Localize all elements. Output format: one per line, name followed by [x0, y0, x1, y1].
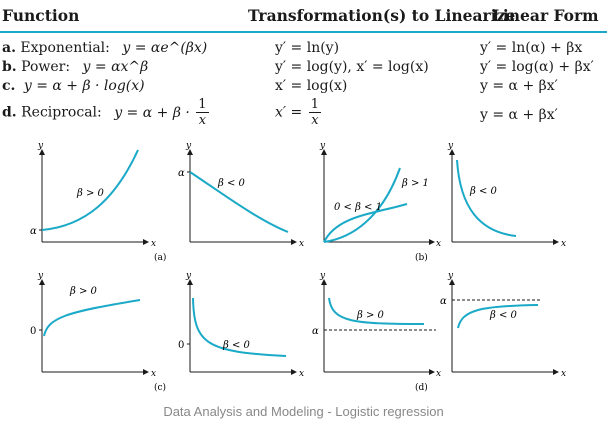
row-d-linear: y = α + βx′	[480, 107, 558, 123]
row-b-formula: y = αx^β	[82, 59, 149, 75]
y-axis-label: y	[185, 271, 192, 281]
x-axis-label: x	[436, 369, 441, 379]
row-b-function: b. Power: y = αx^β	[2, 59, 148, 75]
y-tick-alpha: α	[178, 168, 185, 179]
beta-label: β > 0	[76, 188, 105, 199]
row-c-function: c. y = α + β · log(x)	[2, 78, 145, 94]
panel-b-power-positive: y x β > 1 0 < β < 1	[319, 141, 441, 249]
log-decreasing-curve	[192, 297, 287, 357]
row-d-letter: d.	[2, 104, 17, 121]
panel-c-log-increasing: y x 0 β > 0	[30, 271, 156, 379]
row-d-formula-prefix: y = α + β ·	[114, 104, 190, 121]
row-d-transform-prefix: x′ =	[275, 104, 303, 121]
x-axis-label: x	[561, 239, 566, 249]
x-axis-label: x	[436, 239, 441, 249]
y-axis-label: y	[447, 141, 454, 151]
row-a-formula: y = αe^(βx)	[122, 40, 208, 56]
row-d-transform-num: 1	[308, 97, 321, 113]
exponential-growth-curve	[41, 149, 139, 231]
log-increasing-curve	[43, 299, 141, 337]
reciprocal-negative-curve	[457, 304, 539, 329]
x-axis-label: x	[299, 239, 304, 249]
row-b-name: Power:	[21, 59, 71, 75]
panel-a-decay: y x α β < 0 (a)	[154, 141, 304, 263]
row-b-transform: y′ = log(y), x′ = log(x)	[275, 59, 429, 75]
header-rule	[0, 31, 607, 33]
beta-label: β < 0	[217, 178, 246, 189]
y-tick-zero: 0	[30, 326, 36, 337]
beta-label: β < 0	[489, 310, 518, 321]
exponential-decay-curve	[189, 171, 289, 233]
row-b-letter: b.	[2, 59, 17, 75]
header-linear-form: Linear Form	[492, 6, 599, 25]
x-axis-label: x	[151, 239, 156, 249]
row-a-name: Exponential:	[20, 40, 110, 56]
panel-a-growth: y x α β > 0	[30, 141, 156, 249]
y-axis-label: y	[319, 141, 326, 151]
y-tick-alpha: α	[312, 326, 319, 337]
y-axis-label: y	[37, 141, 44, 151]
row-d-fraction-den: x	[198, 113, 207, 128]
panel-d-reciprocal-negative: y x α β < 0 (d)	[415, 271, 566, 393]
row-d-transform-den: x	[311, 113, 319, 128]
panel-b-power-negative: y x β < 0 (b)	[415, 141, 566, 263]
row-c-transform: x′ = log(x)	[275, 78, 348, 94]
header-transformation: Transformation(s) to Linearize	[248, 6, 516, 25]
row-d-name: Reciprocal:	[21, 104, 102, 121]
caption-a: (a)	[154, 252, 166, 263]
y-tick-alpha: α	[30, 226, 37, 237]
x-axis-label: x	[299, 369, 304, 379]
row-a-linear: y′ = ln(α) + βx	[480, 40, 583, 56]
row-b-linear: y′ = log(α) + βx′	[480, 59, 594, 75]
y-axis-label: y	[319, 271, 326, 281]
row-c-formula: y = α + β · log(x)	[23, 78, 145, 94]
caption-c: (c)	[154, 382, 166, 393]
beta-label: β > 0	[69, 286, 98, 297]
panel-d-reciprocal-positive: y x α β > 0	[312, 271, 441, 379]
beta-label-between: 0 < β < 1	[334, 202, 382, 213]
row-a-letter: a.	[2, 40, 16, 56]
header-function: Function	[2, 6, 80, 25]
row-a-transform: y′ = ln(y)	[275, 40, 340, 56]
y-tick-alpha: α	[440, 296, 447, 307]
row-a-function: a. Exponential: y = αe^(βx)	[2, 40, 207, 56]
beta-label: β > 0	[356, 310, 385, 321]
beta-label-gt1: β > 1	[401, 178, 429, 189]
y-axis-label: y	[185, 141, 192, 151]
beta-label: β < 0	[469, 186, 498, 197]
y-tick-zero: 0	[178, 340, 184, 351]
x-axis-label: x	[151, 369, 156, 379]
panel-c-log-decreasing: y x 0 β < 0 (c)	[154, 271, 304, 393]
y-axis-label: y	[447, 271, 454, 281]
caption-b: (b)	[415, 252, 428, 263]
power-lt1-curve	[323, 203, 408, 243]
row-d-fraction-num: 1	[196, 97, 209, 113]
x-axis-label: x	[561, 369, 566, 379]
caption-d: (d)	[415, 382, 428, 393]
row-c-letter: c.	[2, 78, 16, 94]
power-gt1-curve	[323, 167, 401, 243]
row-c-linear: y = α + βx′	[480, 78, 558, 94]
footer-title: Data Analysis and Modeling - Logistic re…	[163, 404, 444, 419]
power-negative-curve	[456, 159, 517, 237]
reciprocal-positive-curve	[328, 297, 425, 325]
y-axis-label: y	[37, 271, 44, 281]
beta-label: β < 0	[222, 340, 251, 351]
